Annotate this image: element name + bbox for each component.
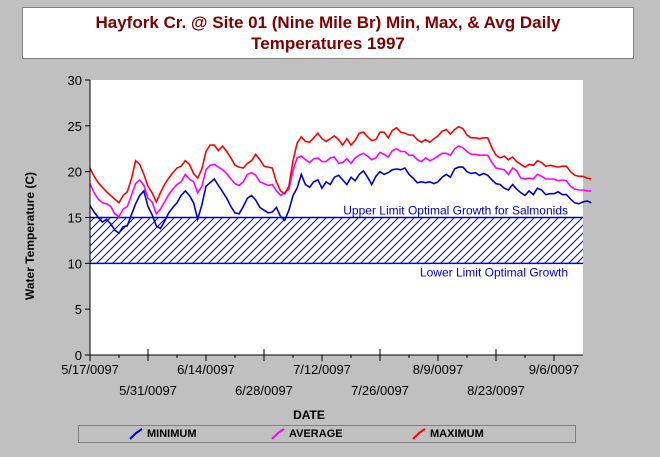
legend-label-average: AVERAGE bbox=[289, 428, 343, 440]
y-tick-label: 30 bbox=[68, 73, 82, 88]
y-tick-label: 10 bbox=[68, 256, 82, 271]
title-line-1: Hayfork Cr. @ Site 01 (Nine Mile Br) Min… bbox=[95, 13, 561, 32]
y-axis-label: Water Temperature (C) bbox=[23, 172, 37, 300]
x-tick-label: 7/26/0097 bbox=[351, 383, 409, 398]
x-tick-label: 5/31/0097 bbox=[119, 383, 177, 398]
legend-item-average: AVERAGE bbox=[271, 426, 343, 442]
legend-item-minimum: MINIMUM bbox=[129, 426, 197, 442]
temperature-chart: Upper Limit Optimal Growth for Salmonids… bbox=[23, 73, 592, 422]
x-tick-label: 8/9/0097 bbox=[413, 362, 464, 377]
chart-title: Hayfork Cr. @ Site 01 (Nine Mile Br) Min… bbox=[22, 7, 634, 59]
upper-limit-label: Upper Limit Optimal Growth for Salmonids bbox=[343, 204, 568, 218]
title-line-2: Temperatures 1997 bbox=[251, 34, 405, 53]
legend-line-maximum-icon bbox=[412, 428, 426, 440]
legend-item-maximum: MAXIMUM bbox=[412, 426, 484, 442]
y-tick-label: 5 bbox=[75, 302, 82, 317]
y-tick-label: 0 bbox=[75, 348, 82, 363]
x-tick-label: 7/12/0097 bbox=[293, 362, 351, 377]
x-tick-label: 8/23/0097 bbox=[467, 383, 525, 398]
series-line-maximum bbox=[89, 125, 592, 205]
legend-label-maximum: MAXIMUM bbox=[430, 428, 484, 440]
legend-label-minimum: MINIMUM bbox=[147, 428, 197, 440]
optimal-growth-band bbox=[90, 217, 583, 264]
x-tick-label: 5/17/0097 bbox=[61, 362, 119, 377]
y-tick-label: 15 bbox=[68, 211, 82, 226]
y-tick-label: 20 bbox=[68, 165, 82, 180]
legend: MINIMUM AVERAGE MAXIMUM bbox=[78, 425, 576, 443]
x-tick-label: 6/14/0097 bbox=[177, 362, 235, 377]
lower-limit-label: Lower Limit Optimal Growth bbox=[420, 265, 568, 279]
y-tick-label: 25 bbox=[68, 119, 82, 134]
x-tick-label: 6/28/0097 bbox=[235, 383, 293, 398]
x-axis-label: DATE bbox=[293, 408, 325, 422]
series-line-minimum bbox=[89, 166, 592, 235]
series-line-average bbox=[89, 145, 592, 218]
legend-line-average-icon bbox=[271, 428, 285, 440]
x-tick-label: 9/6/0097 bbox=[529, 362, 580, 377]
legend-line-minimum-icon bbox=[129, 428, 143, 440]
